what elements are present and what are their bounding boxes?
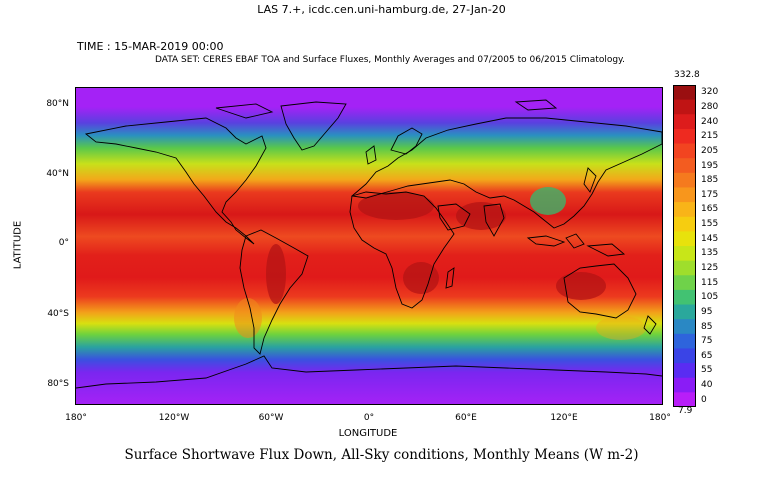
high-flux-regions <box>266 192 606 304</box>
colorbar-swatch <box>673 304 696 320</box>
colorbar-swatch <box>673 99 696 115</box>
colorbar-tick-label: 280 <box>701 101 719 112</box>
colorbar-tick-label: 195 <box>701 160 719 171</box>
colorbar-swatch <box>673 216 696 232</box>
colorbar-swatch <box>673 289 696 306</box>
colorbar-swatch <box>673 187 696 203</box>
colorbar-swatch <box>673 246 696 262</box>
colorbar-swatch <box>673 363 696 379</box>
colorbar-swatch <box>673 348 696 364</box>
coastlines <box>76 99 662 389</box>
colorbar-tick-label: 145 <box>701 233 719 244</box>
colorbar-swatch <box>673 172 696 188</box>
x-tick-60e: 60°E <box>455 413 477 423</box>
y-axis-label: LATITUDE <box>12 220 24 270</box>
colorbar-tick-label: 205 <box>701 145 719 156</box>
colorbar-tick-label: 155 <box>701 219 719 230</box>
colorbar-swatch <box>673 128 696 145</box>
colorbar-tick-label: 75 <box>701 336 713 347</box>
colorbar-tick-label: 115 <box>701 277 719 288</box>
colorbar-tick-label: 65 <box>701 350 713 361</box>
colorbar-swatch <box>673 392 696 407</box>
colorbar-swatch <box>673 202 696 218</box>
x-tick-120e: 120°E <box>550 413 578 423</box>
x-tick-60w: 60°W <box>258 413 284 423</box>
colorbar-tick-label: 0 <box>701 394 707 405</box>
colorbar-tick-label: 85 <box>701 321 713 332</box>
y-tick-80n: 80°N <box>46 99 69 109</box>
colorbar-swatch <box>673 275 696 291</box>
flux-field <box>76 88 662 404</box>
colorbar-tick-label: 185 <box>701 175 719 186</box>
y-tick-40n: 40°N <box>46 169 69 179</box>
dataset-label: DATA SET: CERES EBAF TOA and Surface Flu… <box>155 55 625 65</box>
x-tick-180w: 180° <box>65 413 87 423</box>
colorbar-swatch <box>673 85 696 101</box>
colorbar-swatch <box>673 231 696 247</box>
colorbar-swatch <box>673 333 696 349</box>
x-tick-120w: 120°W <box>158 413 190 423</box>
colorbar <box>673 85 696 407</box>
colorbar-min-label: 7.9 <box>678 406 693 416</box>
colorbar-tick-label: 175 <box>701 189 719 200</box>
time-label: TIME : 15-MAR-2019 00:00 <box>77 40 224 53</box>
colorbar-tick-label: 125 <box>701 262 719 273</box>
colorbar-swatch <box>673 143 696 159</box>
cloudy-regions <box>234 187 646 340</box>
colorbar-tick-label: 55 <box>701 365 713 376</box>
colorbar-tick-label: 40 <box>701 380 713 391</box>
colorbar-max-label: 332.8 <box>674 70 700 80</box>
plot-title: Surface Shortwave Flux Down, All-Sky con… <box>124 447 639 463</box>
colorbar-tick-label: 320 <box>701 87 719 98</box>
x-axis-label: LONGITUDE <box>338 428 398 439</box>
colorbar-tick-label: 215 <box>701 131 719 142</box>
y-tick-80s: 80°S <box>47 379 69 389</box>
colorbar-swatch <box>673 158 696 174</box>
colorbar-tick-label: 240 <box>701 116 719 127</box>
las-header: LAS 7.+, icdc.cen.uni-hamburg.de, 27-Jan… <box>257 3 506 16</box>
colorbar-border <box>673 85 696 407</box>
x-tick-180e: 180° <box>649 413 671 423</box>
y-tick-40s: 40°S <box>47 309 69 319</box>
colorbar-tick-label: 165 <box>701 204 719 215</box>
flux-map <box>76 88 662 404</box>
colorbar-tick-label: 105 <box>701 292 719 303</box>
colorbar-tick-label: 135 <box>701 248 719 259</box>
colorbar-tick-label: 95 <box>701 306 713 317</box>
y-tick-0: 0° <box>58 238 69 248</box>
x-tick-0: 0° <box>363 413 375 423</box>
map-panel <box>75 87 663 405</box>
colorbar-swatch <box>673 319 696 335</box>
colorbar-swatch <box>673 260 696 276</box>
colorbar-swatch <box>673 114 696 130</box>
colorbar-swatch <box>673 377 696 393</box>
